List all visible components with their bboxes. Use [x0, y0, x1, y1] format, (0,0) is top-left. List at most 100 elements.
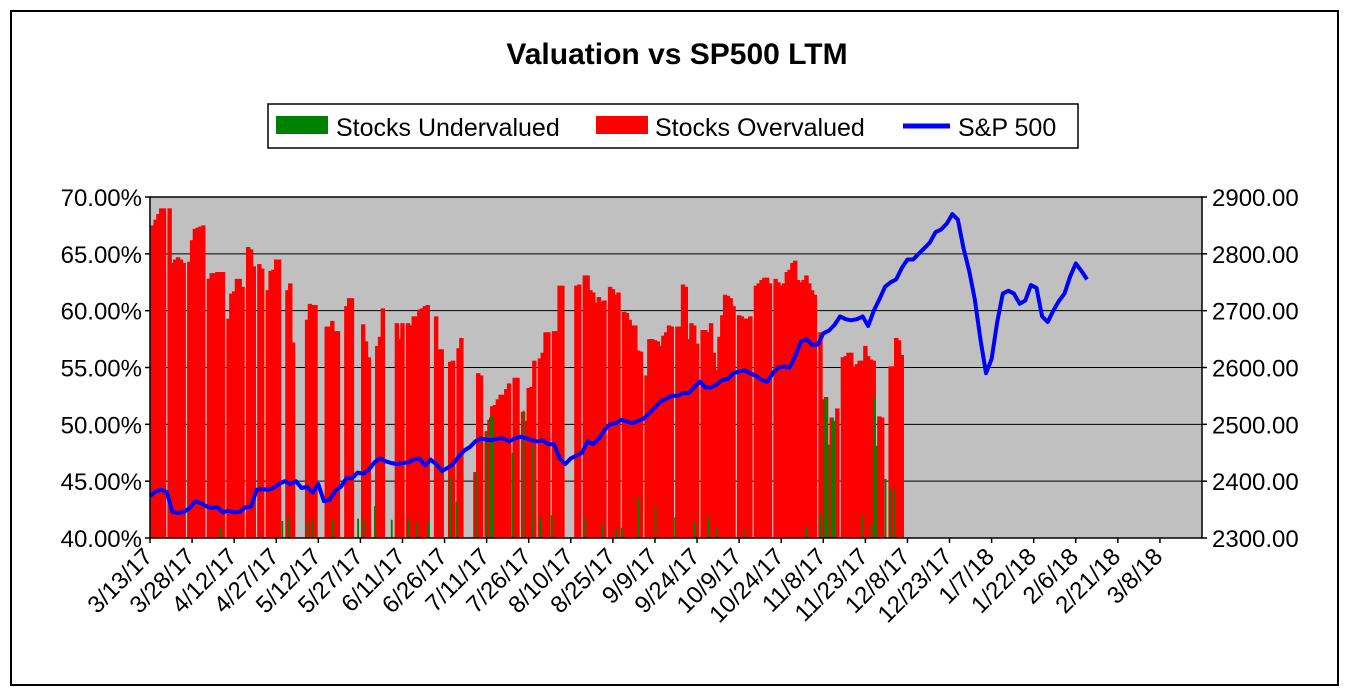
undervalued-bar — [511, 452, 514, 538]
overvalued-bar — [633, 325, 638, 538]
overvalued-bar — [501, 394, 506, 538]
overvalued-bar — [192, 228, 198, 538]
overvalued-bar — [742, 318, 747, 538]
overvalued-bar — [313, 304, 318, 538]
overvalued-bar — [433, 316, 439, 538]
undervalued-bar — [475, 472, 477, 538]
overvalued-bar — [543, 332, 548, 538]
overvalued-bar — [776, 282, 781, 538]
overvalued-bar — [206, 278, 212, 538]
overvalued-bar — [554, 331, 559, 538]
overvalued-bar — [585, 275, 590, 538]
overvalued-bar — [784, 272, 790, 538]
right-tick-label: 2500.00 — [1212, 412, 1299, 439]
overvalued-bar — [251, 266, 256, 538]
undervalued-bar — [407, 519, 410, 538]
overvalued-bar — [720, 315, 725, 538]
overvalued-bar — [725, 295, 731, 538]
overvalued-bar — [408, 325, 414, 538]
overvalued-bar — [150, 225, 155, 538]
overvalued-bar — [167, 208, 172, 538]
overvalued-bar — [868, 359, 874, 538]
overvalued-bar — [675, 326, 680, 538]
undervalued-bar — [806, 526, 808, 538]
overvalued-bar — [700, 329, 705, 538]
undervalued-bar — [550, 515, 553, 538]
overvalued-bar — [419, 308, 425, 538]
undervalued-bar — [862, 515, 864, 538]
overvalued-bar — [801, 279, 806, 538]
undervalued-bar — [870, 524, 873, 538]
overvalued-bar — [332, 331, 338, 538]
overvalued-bar — [215, 272, 220, 538]
overvalued-bar — [745, 318, 750, 538]
overvalued-bar — [621, 311, 627, 538]
overvalued-bar — [324, 326, 329, 538]
overvalued-bar — [495, 399, 501, 538]
x-axis: 3/13/173/28/174/12/174/27/175/12/175/27/… — [83, 538, 1168, 628]
overvalued-bar — [159, 208, 164, 538]
overvalued-bar — [736, 315, 742, 538]
undervalued-bar — [890, 487, 893, 538]
overvalued-bar — [655, 341, 660, 538]
undervalued-bar — [820, 514, 822, 538]
overvalued-bar — [894, 337, 899, 538]
overvalued-bar — [198, 226, 203, 538]
overvalued-bar — [627, 319, 632, 538]
overvalued-bar — [363, 341, 369, 538]
overvalued-bar — [787, 269, 792, 538]
overvalued-bar — [804, 275, 809, 538]
overvalued-bar — [195, 227, 200, 538]
overvalued-bar — [694, 343, 700, 538]
overvalued-bar — [417, 309, 422, 538]
overvalued-bar — [602, 300, 607, 538]
overvalued-bar — [532, 360, 537, 538]
overvalued-bar — [812, 294, 818, 538]
overvalued-bar — [840, 357, 846, 538]
overvalued-bar — [577, 284, 582, 538]
undervalued-bar — [637, 497, 640, 538]
overvalued-bar — [226, 318, 231, 538]
overvalued-bars — [150, 208, 905, 539]
overvalued-bar — [599, 301, 604, 538]
overvalued-bar — [835, 408, 840, 538]
undervalued-bar — [584, 517, 587, 538]
overvalued-bar — [310, 304, 315, 538]
overvalued-bar — [526, 387, 531, 538]
overvalued-bar — [773, 278, 778, 538]
undervalued-bar — [654, 506, 657, 538]
left-axis: 40.00% 45.00% 50.00% 55.00% 60.00% 65.00% 70.0… — [61, 185, 150, 553]
overvalued-bar — [274, 259, 279, 538]
overvalued-bar — [759, 279, 764, 538]
undervalued-bar — [522, 410, 525, 538]
overvalued-bar — [610, 289, 616, 538]
overvalued-bar — [560, 285, 565, 538]
overvalued-bar — [290, 342, 296, 538]
undervalued-bar — [427, 520, 430, 538]
undervalued-bar — [416, 522, 418, 538]
legend-swatch-undervalued — [276, 116, 328, 134]
overvalued-bar — [669, 326, 674, 538]
overvalued-bar — [762, 277, 767, 538]
right-tick-label: 2300.00 — [1212, 526, 1299, 553]
overvalued-bar — [506, 383, 512, 538]
overvalued-bar — [459, 337, 464, 538]
undervalued-bar — [357, 518, 359, 538]
right-tick-label: 2600.00 — [1212, 356, 1299, 383]
overvalued-bar — [809, 290, 815, 538]
left-tick-label: 55.00% — [61, 356, 142, 383]
overvalued-bar — [335, 331, 341, 538]
overvalued-bar — [344, 306, 349, 538]
overvalued-bar — [377, 336, 383, 538]
overvalued-bar — [753, 285, 759, 538]
overvalued-bar — [285, 290, 290, 538]
overvalued-bar — [638, 351, 644, 538]
overvalued-bar — [854, 364, 860, 538]
overvalued-bar — [652, 340, 658, 538]
undervalued-bar — [693, 520, 696, 538]
overvalued-bar — [863, 345, 868, 538]
left-tick-label: 40.00% — [61, 526, 142, 553]
overvalued-bar — [450, 360, 456, 538]
overvalued-bar — [607, 286, 613, 538]
overvalued-bar — [588, 290, 593, 538]
